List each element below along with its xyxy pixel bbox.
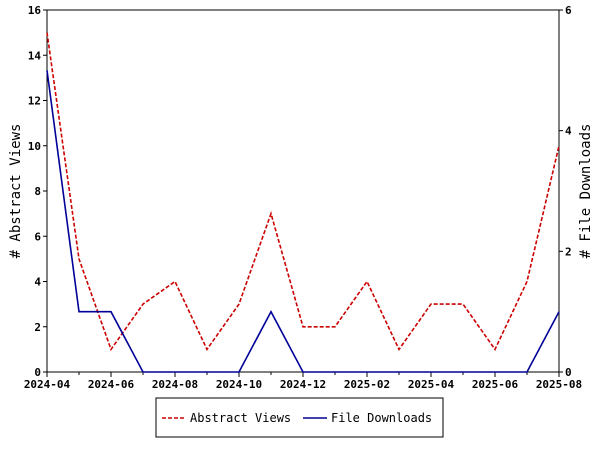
- x-tick-label: 2025-02: [344, 378, 390, 391]
- x-tick-label: 2024-04: [24, 378, 71, 391]
- series-line-abstract-views: [46, 32, 560, 352]
- legend-label: File Downloads: [331, 411, 432, 425]
- y2-axis-title: # File Downloads: [578, 124, 594, 259]
- x-tick-label: 2025-08: [536, 378, 582, 391]
- y2-tick-label: 2: [565, 245, 572, 258]
- y-tick-label: 14: [28, 49, 42, 62]
- y-tick-label: 12: [28, 95, 41, 108]
- ticks: 0 2 4 6 8 10 12 14 16 0 2 4 6 2024-04 2024-06 2024-08 20…: [24, 4, 582, 391]
- y-axis-title: # Abstract Views: [8, 124, 24, 259]
- y2-tick-label: 0: [565, 366, 572, 379]
- legend-label: Abstract Views: [190, 411, 291, 425]
- x-tick-label: 2025-06: [472, 378, 519, 391]
- y2-tick-label: 6: [565, 4, 572, 17]
- series-layer: [46, 32, 560, 373]
- legend: Abstract Views File Downloads: [155, 397, 444, 438]
- y-tick-label: 4: [34, 276, 41, 289]
- y-tick-label: 10: [28, 140, 41, 153]
- y-tick-label: 16: [28, 4, 42, 17]
- plot-frame: [46, 9, 560, 373]
- x-tick-label: 2024-10: [216, 378, 262, 391]
- x-tick-label: 2024-12: [280, 378, 326, 391]
- x-tick-label: 2024-06: [88, 378, 135, 391]
- y2-tick-label: 4: [565, 125, 572, 138]
- y-tick-label: 0: [34, 366, 41, 379]
- y-tick-label: 6: [34, 230, 41, 243]
- y-tick-label: 2: [34, 321, 41, 334]
- x-tick-label: 2025-04: [408, 378, 455, 391]
- series-line-file-downloads: [46, 70, 560, 373]
- x-tick-label: 2024-08: [152, 378, 198, 391]
- legend-box: [155, 397, 444, 438]
- y-tick-label: 8: [34, 185, 41, 198]
